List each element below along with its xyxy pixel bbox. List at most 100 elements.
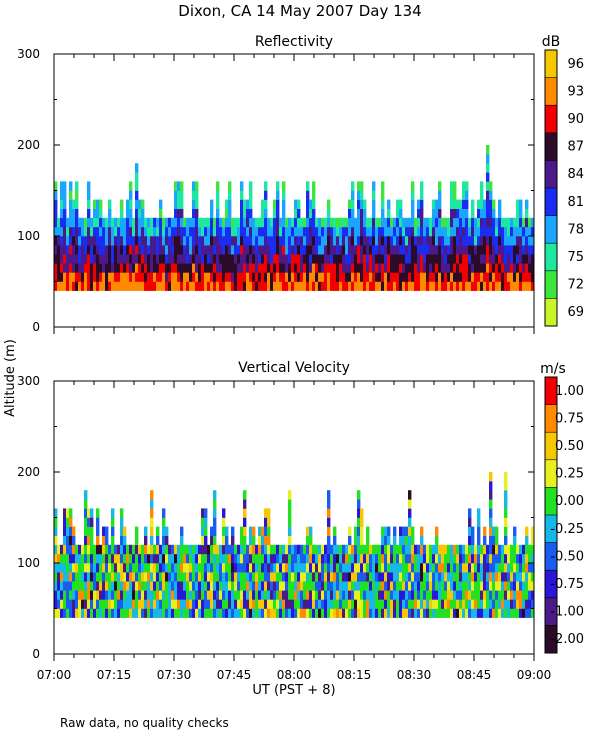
heatmap-cell (216, 563, 220, 573)
heatmap-cell (303, 553, 307, 564)
heatmap-cell (174, 281, 178, 291)
heatmap-cell (216, 208, 220, 219)
heatmap-cell (450, 263, 454, 273)
heatmap-cell (324, 581, 328, 591)
heatmap-cell (384, 608, 388, 618)
heatmap-cell (519, 572, 523, 582)
heatmap-cell (84, 490, 88, 500)
heatmap-cell (237, 236, 241, 246)
heatmap-cell (282, 581, 286, 591)
heatmap-cell (102, 563, 106, 573)
heatmap-cell (471, 608, 475, 618)
heatmap-cell (225, 553, 229, 564)
heatmap-cell (75, 608, 79, 618)
heatmap-cell (417, 226, 421, 237)
colorbar-frame (544, 49, 558, 327)
heatmap-cell (87, 217, 91, 228)
heatmap-cell (93, 281, 97, 291)
heatmap-cell (228, 199, 232, 209)
heatmap-cell (78, 236, 82, 246)
heatmap-cell (501, 563, 505, 573)
heatmap-cell (165, 572, 169, 582)
heatmap-cell (411, 199, 415, 209)
heatmap-cell (180, 263, 184, 273)
heatmap-cell (105, 599, 109, 609)
heatmap-cell (204, 217, 208, 228)
heatmap-cell (213, 563, 217, 573)
heatmap-cell (477, 608, 481, 618)
heatmap-cell (267, 563, 271, 573)
heatmap-cell (186, 281, 190, 291)
heatmap-cell (213, 517, 217, 527)
heatmap-cell (426, 581, 430, 591)
heatmap-cell (72, 199, 76, 209)
heatmap-cell (282, 190, 286, 200)
heatmap-cell (348, 245, 352, 255)
heatmap-cell (288, 226, 292, 237)
heatmap-cell (519, 236, 523, 246)
heatmap-cell (141, 281, 145, 291)
heatmap-cell (150, 544, 154, 555)
heatmap-cell (60, 553, 64, 564)
heatmap-cell (276, 254, 280, 264)
heatmap-cell (264, 217, 268, 228)
heatmap-cell (450, 563, 454, 573)
heatmap-cell (81, 581, 85, 591)
heatmap-cell (360, 226, 364, 237)
heatmap-cell (108, 590, 112, 600)
heatmap-cell (81, 272, 85, 282)
heatmap-cell (381, 199, 385, 209)
heatmap-cell (348, 599, 352, 609)
heatmap-cell (81, 599, 85, 609)
heatmap-cell (72, 217, 76, 228)
heatmap-cell (141, 572, 145, 582)
heatmap-cell (168, 608, 172, 618)
heatmap-cell (120, 199, 124, 209)
heatmap-cell (195, 181, 199, 191)
heatmap-cell (99, 590, 103, 600)
heatmap-cell (144, 535, 148, 546)
heatmap-cell (408, 581, 412, 591)
heatmap-cell (102, 236, 106, 246)
heatmap-cell (165, 245, 169, 255)
heatmap-cell (180, 590, 184, 600)
heatmap-cell (195, 245, 199, 255)
heatmap-cell (222, 272, 226, 282)
heatmap-cell (447, 236, 451, 246)
heatmap-cell (411, 526, 415, 536)
heatmap-cell (261, 263, 265, 273)
heatmap-cell (336, 254, 340, 264)
heatmap-cell (162, 526, 166, 536)
heatmap-cell (219, 590, 223, 600)
heatmap-cell (396, 599, 400, 609)
heatmap-cell (249, 190, 253, 200)
heatmap-cell (144, 272, 148, 282)
heatmap-cell (240, 190, 244, 200)
heatmap-cell (351, 208, 355, 219)
heatmap-cell (195, 599, 199, 609)
heatmap-cell (213, 590, 217, 600)
heatmap-cell (210, 226, 214, 237)
heatmap-cell (264, 236, 268, 246)
colorbar-label: 81 (567, 195, 584, 210)
heatmap-cell (282, 181, 286, 191)
heatmap-cell (357, 572, 361, 582)
heatmap-cell (408, 563, 412, 573)
heatmap-cell (249, 581, 253, 591)
heatmap-cell (498, 263, 502, 273)
heatmap-cell (441, 590, 445, 600)
heatmap-cell (270, 581, 274, 591)
heatmap-cell (72, 553, 76, 564)
heatmap-cell (111, 245, 115, 255)
heatmap-cell (441, 263, 445, 273)
heatmap-cell (105, 281, 109, 291)
heatmap-cell (495, 535, 499, 546)
heatmap-cell (288, 281, 292, 291)
heatmap-cell (69, 199, 73, 209)
heatmap-cell (525, 581, 529, 591)
heatmap-cell (519, 263, 523, 273)
heatmap-cell (309, 553, 313, 564)
heatmap-cell (177, 217, 181, 228)
heatmap-cell (531, 263, 535, 273)
heatmap-cell (168, 572, 172, 582)
